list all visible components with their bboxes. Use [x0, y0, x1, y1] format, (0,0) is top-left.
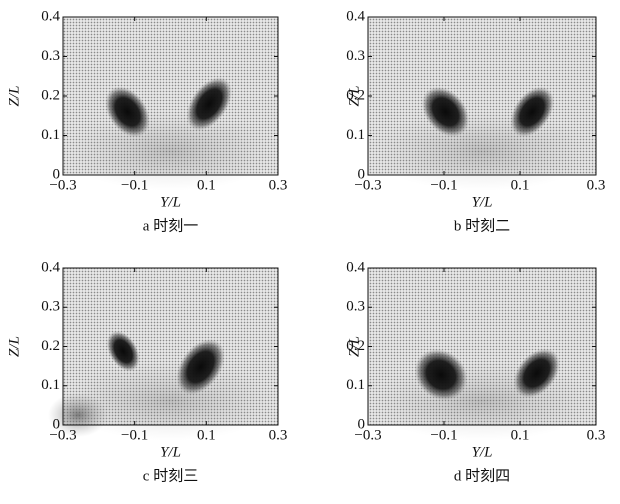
x-tick-label: 0.3 — [269, 427, 288, 443]
axis-label: Y/L — [472, 444, 493, 460]
y-tick-label: 0 — [358, 416, 366, 432]
y-tick-label: 0 — [53, 416, 61, 432]
caption: a 时刻一 — [143, 217, 198, 234]
panel: −0.3 −0.1 0.1 0.3 0 0.1 0.2 0.3 0.4 Y/L Z/L b 时刻二 — [346, 8, 605, 234]
y-tick-label: 0.2 — [346, 338, 365, 354]
panel: −0.3 −0.1 0.1 0.3 0 0.1 0.2 0.3 0.4 Y/L Z/L d 时刻四 — [346, 259, 605, 484]
vortex-core — [105, 86, 150, 138]
y-tick-label: 0.2 — [41, 338, 60, 354]
x-tick-label: 0.1 — [197, 177, 216, 193]
x-tick-label: 0.1 — [197, 427, 216, 443]
vortex-core — [106, 330, 140, 372]
panel: −0.3 −0.1 0.1 0.3 0 0.1 0.2 0.3 0.4 Y/L Z/L a 时刻一 — [6, 8, 287, 234]
x-tick-label: −0.3 — [354, 177, 381, 193]
haze — [63, 111, 278, 191]
x-tick-label: −0.1 — [121, 177, 148, 193]
y-tick-label: 0.1 — [346, 377, 365, 393]
y-tick-label: 0 — [53, 166, 61, 182]
axis-label: Y/L — [472, 194, 493, 210]
y-tick-label: 0.3 — [346, 48, 365, 64]
vortex-core — [414, 349, 468, 401]
caption: b 时刻二 — [454, 217, 510, 234]
y-tick-label: 0 — [358, 166, 366, 182]
x-tick-label: 0.3 — [587, 177, 606, 193]
y-tick-label: 0.1 — [346, 127, 365, 143]
axis-label: Y/L — [160, 444, 181, 460]
x-tick-label: −0.1 — [430, 427, 457, 443]
panel: −0.3 −0.1 0.1 0.3 0 0.1 0.2 0.3 0.4 Y/L Z/L c 时刻三 — [6, 259, 287, 484]
x-tick-label: 0.3 — [587, 427, 606, 443]
caption: d 时刻四 — [454, 467, 510, 484]
y-tick-label: 0.1 — [41, 377, 60, 393]
vortex-core — [176, 339, 225, 395]
y-tick-label: 0.4 — [41, 259, 60, 275]
axis-label: Z/L — [6, 86, 22, 107]
caption: c 时刻三 — [143, 467, 198, 484]
axis-label: Z/L — [346, 86, 362, 107]
y-tick-label: 0.3 — [41, 299, 60, 315]
y-tick-label: 0.4 — [346, 8, 365, 24]
axis-label: Z/L — [6, 336, 22, 357]
vortex-core — [186, 77, 232, 131]
axis-label: Z/L — [346, 336, 362, 357]
y-tick-label: 0.1 — [41, 127, 60, 143]
y-tick-label: 0.4 — [346, 259, 365, 275]
y-tick-label: 0.2 — [41, 87, 60, 103]
y-tick-label: 0.4 — [41, 8, 60, 24]
y-tick-label: 0.3 — [41, 48, 60, 64]
x-tick-label: −0.3 — [354, 427, 381, 443]
vortex-core — [510, 86, 554, 137]
x-tick-label: −0.1 — [121, 427, 148, 443]
y-tick-label: 0.2 — [346, 87, 365, 103]
x-tick-label: 0.1 — [511, 177, 530, 193]
x-tick-label: −0.3 — [49, 177, 76, 193]
x-tick-label: 0.1 — [511, 427, 530, 443]
x-tick-label: 0.3 — [269, 177, 288, 193]
haze — [368, 362, 596, 441]
vortex-core — [513, 348, 560, 398]
vortex-core — [421, 86, 470, 137]
axis-label: Y/L — [160, 194, 181, 210]
haze — [63, 362, 278, 441]
x-tick-label: −0.3 — [49, 427, 76, 443]
x-tick-label: −0.1 — [430, 177, 457, 193]
y-tick-label: 0.3 — [346, 299, 365, 315]
haze — [368, 111, 596, 191]
